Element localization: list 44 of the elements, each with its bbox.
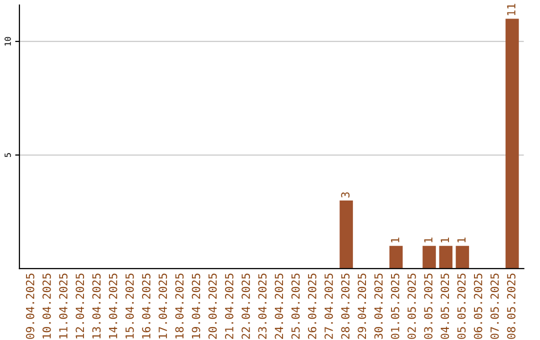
- x-tick-label: 22.04.2025: [242, 274, 250, 339]
- x-tick-label: 29.04.2025: [358, 274, 366, 339]
- x-tick-label: 07.05.2025: [490, 274, 499, 339]
- y-tick-label: 5: [4, 153, 11, 157]
- x-tick-label: 19.04.2025: [192, 274, 200, 338]
- x-tick-label: 15.04.2025: [125, 274, 134, 338]
- x-tick-label: 08.05.2025: [507, 274, 516, 339]
- x-tick-label: 14.04.2025: [108, 274, 118, 338]
- x-tick-label: 18.04.2025: [175, 274, 184, 338]
- x-tick-label: 30.04.2025: [374, 274, 383, 339]
- data-label: 1: [391, 238, 400, 242]
- bar: [340, 200, 353, 269]
- x-tick-label: 16.04.2025: [142, 274, 150, 338]
- x-tick-label: 25.04.2025: [291, 274, 300, 339]
- x-tick-label: 21.04.2025: [224, 274, 234, 339]
- data-label: 1: [424, 238, 432, 242]
- x-tick-label: 04.05.2025: [440, 274, 450, 339]
- x-tick-label: 28.04.2025: [341, 274, 350, 339]
- y-tick-label: 10: [4, 36, 11, 46]
- bar: [422, 246, 436, 269]
- bar: [456, 246, 470, 269]
- data-label: 1: [440, 238, 449, 242]
- bar: [506, 18, 519, 269]
- x-tick-label: 13.04.2025: [92, 274, 101, 338]
- x-tick-label: 27.04.2025: [324, 274, 333, 339]
- x-tick-label: 23.04.2025: [258, 274, 267, 339]
- x-tick-label: 01.05.2025: [390, 274, 400, 339]
- bar: [439, 246, 452, 269]
- x-tick-label: 03.05.2025: [424, 274, 432, 339]
- x-tick-label: 26.04.2025: [308, 274, 316, 339]
- x-tick-label: 05.05.2025: [457, 274, 466, 339]
- data-label: 1: [457, 238, 466, 242]
- x-tick-label: 11.04.2025: [59, 274, 68, 338]
- data-label: 3: [341, 192, 350, 198]
- x-tick-label: 09.04.2025: [26, 274, 34, 339]
- x-tick-label: 20.04.2025: [208, 274, 217, 339]
- x-tick-label: 10.04.2025: [42, 274, 51, 338]
- x-tick-label: 24.04.2025: [274, 274, 284, 339]
- x-tick-label: 12.04.2025: [76, 274, 84, 338]
- x-tick-label: 02.05.2025: [407, 274, 416, 339]
- x-tick-label: 06.05.2025: [474, 274, 482, 339]
- x-tick-label: 17.04.2025: [158, 274, 168, 338]
- data-label: 11: [507, 4, 516, 16]
- bar: [389, 246, 403, 269]
